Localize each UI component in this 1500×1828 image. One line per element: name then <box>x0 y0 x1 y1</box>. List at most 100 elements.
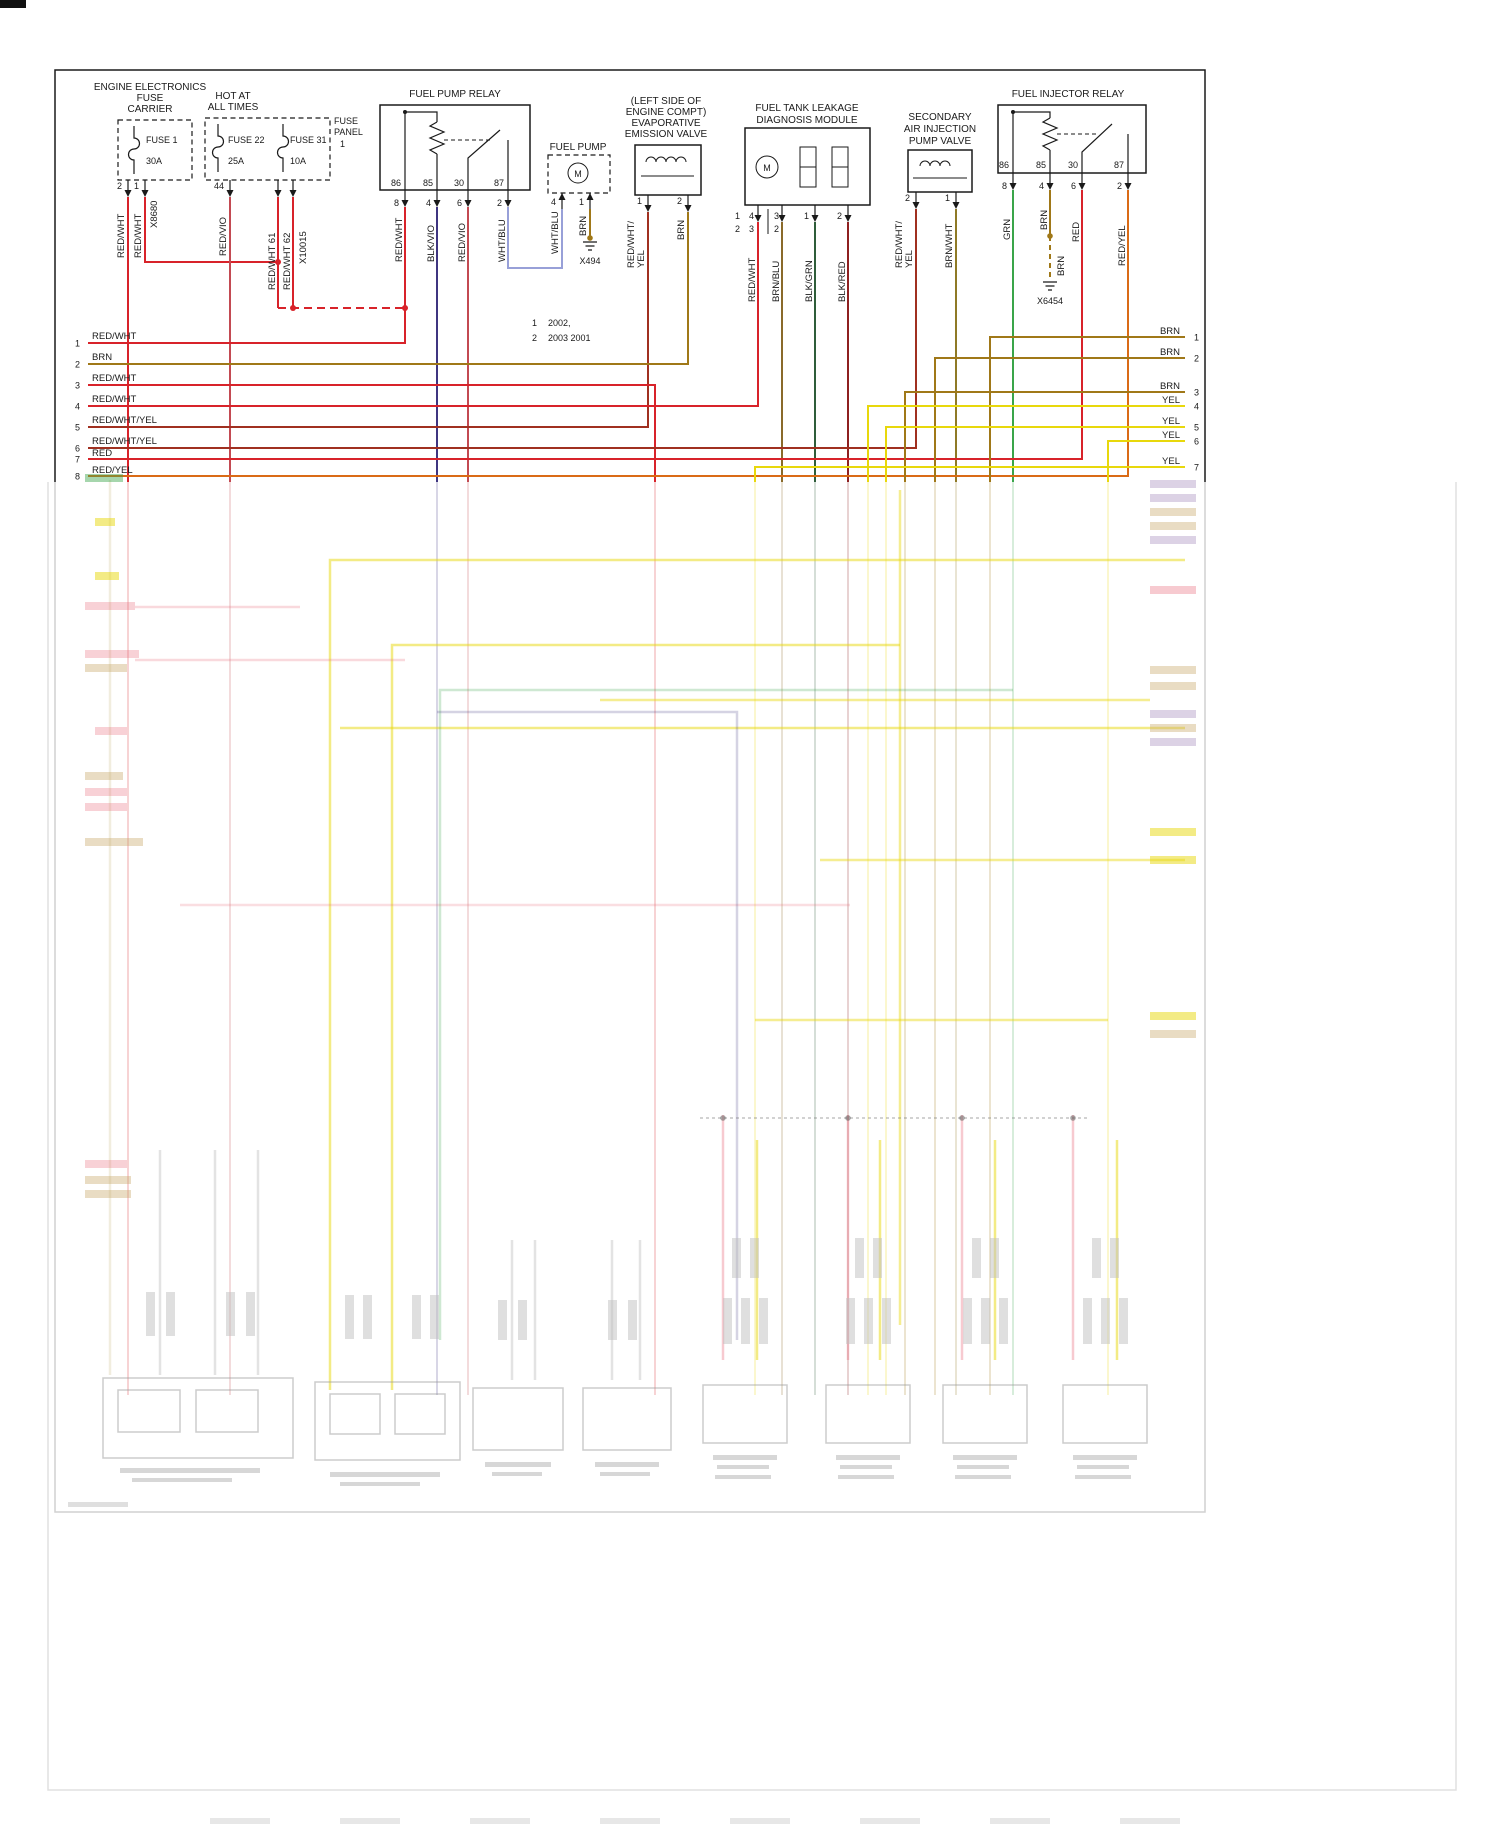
wire-label: BRN <box>676 220 687 240</box>
faded-injector-connector <box>942 1238 1028 1479</box>
row-wire-label: BRN <box>92 352 112 363</box>
wire-red-wht-fuse1-b <box>144 197 278 263</box>
component-title: ENGINE ELECTRONICS <box>94 82 207 93</box>
pin-stub <box>647 195 689 205</box>
row-number: 8 <box>75 472 80 482</box>
wire-label: WHT/BLU <box>497 219 508 262</box>
wire-row6-red-wht-yel <box>88 209 917 449</box>
pin-number: 86 <box>999 160 1009 170</box>
faded-injector-connector <box>702 1238 788 1479</box>
pin-number: 3 <box>774 211 779 221</box>
wire-row5-red-wht-yel <box>88 212 649 428</box>
fuse-icon <box>127 126 141 174</box>
pin-stub <box>127 180 146 190</box>
component-title: PUMP VALVE <box>909 136 972 147</box>
row-number: 2 <box>75 360 80 370</box>
wire-label: BRN/WHT <box>944 223 955 268</box>
junction-dot <box>587 235 593 241</box>
wire-label: RED/WHT 62 <box>282 233 293 290</box>
relay-box <box>997 104 1147 174</box>
row-wire-label: YEL <box>1162 416 1180 427</box>
row-wire-label: RED <box>92 448 112 459</box>
footnote-number: 2 <box>532 333 537 343</box>
wire-label: RED/WHT <box>747 257 758 302</box>
fuse-panel-label: FUSE <box>334 116 358 126</box>
footnote-text: 2003 2001 <box>548 333 591 343</box>
relay-switch <box>467 129 509 190</box>
component-fuel-injector-relay: FUEL INJECTOR RELAY 86 85 30 87 8 4 6 2 … <box>997 89 1147 306</box>
row-wire-label: RED/WHT/YEL <box>92 436 157 447</box>
faded-bottom-artifacts <box>210 1818 1180 1824</box>
fuse-icon <box>276 124 290 172</box>
ground-x494-label: X494 <box>579 256 600 266</box>
solenoid-coil-icon <box>913 160 967 179</box>
wire-label: RED/VIO <box>457 223 468 262</box>
fade-overlay <box>0 482 1500 1828</box>
component-title: ALL TIMES <box>208 102 259 113</box>
pin-number: 4 <box>551 197 556 207</box>
pin-number: 30 <box>454 178 464 188</box>
wire-label: WHT/BLU <box>550 211 561 254</box>
row-wire-label: RED/WHT/YEL <box>92 415 157 426</box>
pin-number: 2 <box>1117 181 1122 191</box>
valve-box <box>634 144 702 196</box>
relay-coil <box>428 121 446 190</box>
pin-number: 2 <box>837 211 842 221</box>
faded-wire-violet <box>437 710 739 1340</box>
wire-label: RED/VIO <box>218 217 229 256</box>
left-wire-rows: 1 RED/WHT 2 BRN 3 RED/WHT 4 RED/WHT 5 RE… <box>75 331 157 482</box>
wire-label: BRN <box>1056 256 1067 276</box>
junction-dot <box>1047 233 1053 239</box>
wire-label: RED <box>1071 222 1082 242</box>
connector-x8680-label: X8680 <box>149 201 160 228</box>
component-engine-electronics-fuse-carrier: ENGINE ELECTRONICS FUSE CARRIER FUSE 1 3… <box>94 82 207 258</box>
pin-number: 30 <box>1068 160 1078 170</box>
wire-label: BLK/VIO <box>426 225 437 262</box>
motor-letter: M <box>763 163 771 173</box>
pin-number: 87 <box>1114 160 1124 170</box>
faded-lower-diagram <box>47 474 1457 1824</box>
pin-number: 6 <box>457 198 462 208</box>
component-title: EMISSION VALVE <box>625 129 708 140</box>
relay-box <box>379 104 531 191</box>
row-number: 4 <box>1194 402 1199 412</box>
faded-connector-group <box>102 1292 294 1482</box>
pin-number: 2 <box>117 181 122 191</box>
ground-x6454-label: X6454 <box>1037 296 1063 306</box>
pin-number: 6 <box>1071 181 1076 191</box>
component-title: HOT AT <box>215 91 250 102</box>
fuse-label: FUSE 22 <box>228 135 265 145</box>
ground-icon <box>583 241 597 251</box>
fuse-carrier-box <box>117 119 193 181</box>
component-title: FUEL INJECTOR RELAY <box>1012 89 1125 100</box>
wire-label: BLK/RED <box>837 261 848 302</box>
wire-label: BLK/GRN <box>804 260 815 302</box>
page-edge-artifact <box>0 0 26 8</box>
valve-box <box>907 149 973 193</box>
wire-label: RED/YEL <box>1117 225 1128 266</box>
pin-number: 44 <box>214 181 224 191</box>
faded-wire-yellow <box>390 643 900 1390</box>
junction-dot <box>1011 110 1015 114</box>
row-wire-label: BRN <box>1160 326 1180 337</box>
row-wire-label: RED/WHT <box>92 394 137 405</box>
component-title: (LEFT SIDE OF <box>631 96 701 107</box>
pin-number: 86 <box>391 178 401 188</box>
pin-number: 4 <box>1039 181 1044 191</box>
faded-wire-green <box>438 688 1013 1340</box>
footnote-text: 2002, <box>548 318 571 328</box>
wire-label: RED/WHT/ <box>894 221 905 268</box>
relay-coil-lead <box>404 111 438 190</box>
pin-number: 85 <box>1036 160 1046 170</box>
faded-footer-text <box>68 1502 128 1507</box>
faded-wire-red <box>721 1115 1075 1360</box>
faded-connector-group <box>582 1300 672 1476</box>
pin-number: 8 <box>394 198 399 208</box>
fuse-icon <box>211 124 225 172</box>
fuse-panel-box <box>204 117 331 181</box>
pin-stub <box>915 192 957 202</box>
wire-label: YEL <box>636 250 647 268</box>
junction-dot <box>403 110 407 114</box>
